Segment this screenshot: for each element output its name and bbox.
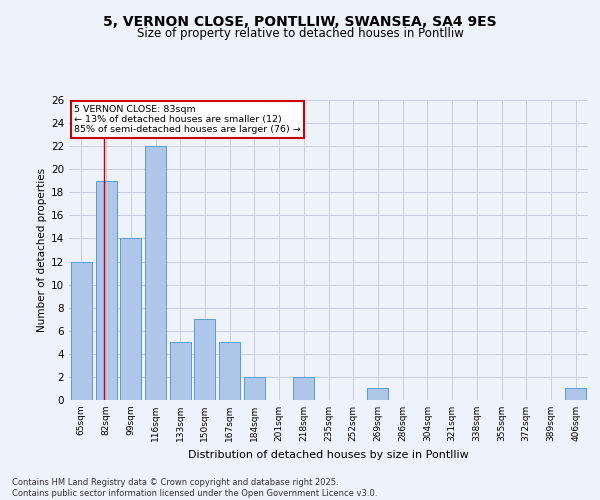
Text: Contains HM Land Registry data © Crown copyright and database right 2025.
Contai: Contains HM Land Registry data © Crown c… [12, 478, 377, 498]
Text: 5, VERNON CLOSE, PONTLLIW, SWANSEA, SA4 9ES: 5, VERNON CLOSE, PONTLLIW, SWANSEA, SA4 … [103, 15, 497, 29]
Bar [244, 377, 265, 400]
Y-axis label: Number of detached properties: Number of detached properties [37, 168, 47, 332]
Bar [565, 388, 586, 400]
Text: Size of property relative to detached houses in Pontlliw: Size of property relative to detached ho… [137, 28, 463, 40]
Bar [145, 146, 166, 400]
X-axis label: Distribution of detached houses by size in Pontlliw: Distribution of detached houses by size … [188, 450, 469, 460]
Bar [194, 319, 215, 400]
Bar [219, 342, 240, 400]
Bar [367, 388, 388, 400]
Text: 5 VERNON CLOSE: 83sqm
← 13% of detached houses are smaller (12)
85% of semi-deta: 5 VERNON CLOSE: 83sqm ← 13% of detached … [74, 104, 301, 134]
Bar [71, 262, 92, 400]
Bar [170, 342, 191, 400]
Bar [120, 238, 141, 400]
Bar [293, 377, 314, 400]
Bar [95, 181, 116, 400]
